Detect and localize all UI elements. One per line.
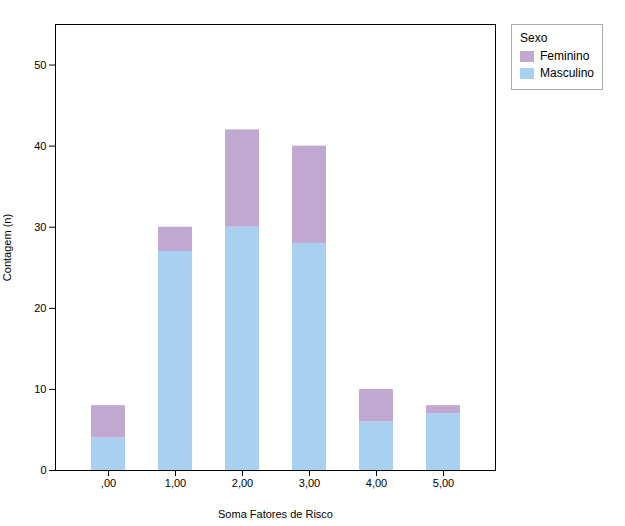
html-text:Feminino: Feminino (540, 49, 590, 63)
html-text:Masculino: Masculino (540, 66, 594, 80)
svg-text:0: 0 (40, 464, 46, 476)
svg-text:10: 10 (34, 383, 46, 395)
html-text:Sexo: Sexo (520, 31, 548, 45)
svg-text:2,00: 2,00 (232, 477, 253, 489)
svg-text:Contagem (n): Contagem (n) (1, 214, 13, 281)
svg-text:3,00: 3,00 (299, 477, 320, 489)
svg-text:,00: ,00 (101, 477, 116, 489)
svg-text:5,00: 5,00 (433, 477, 454, 489)
svg-text:Soma Fatores de Risco: Soma Fatores de Risco (218, 508, 333, 520)
svg-text:1,00: 1,00 (165, 477, 186, 489)
svg-text:50: 50 (34, 59, 46, 71)
svg-text:40: 40 (34, 140, 46, 152)
svg-text:4,00: 4,00 (366, 477, 387, 489)
svg-text:30: 30 (34, 221, 46, 233)
svg-text:20: 20 (34, 302, 46, 314)
